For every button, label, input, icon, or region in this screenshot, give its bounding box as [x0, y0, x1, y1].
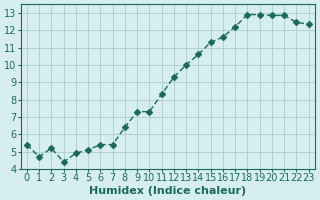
X-axis label: Humidex (Indice chaleur): Humidex (Indice chaleur): [89, 186, 246, 196]
